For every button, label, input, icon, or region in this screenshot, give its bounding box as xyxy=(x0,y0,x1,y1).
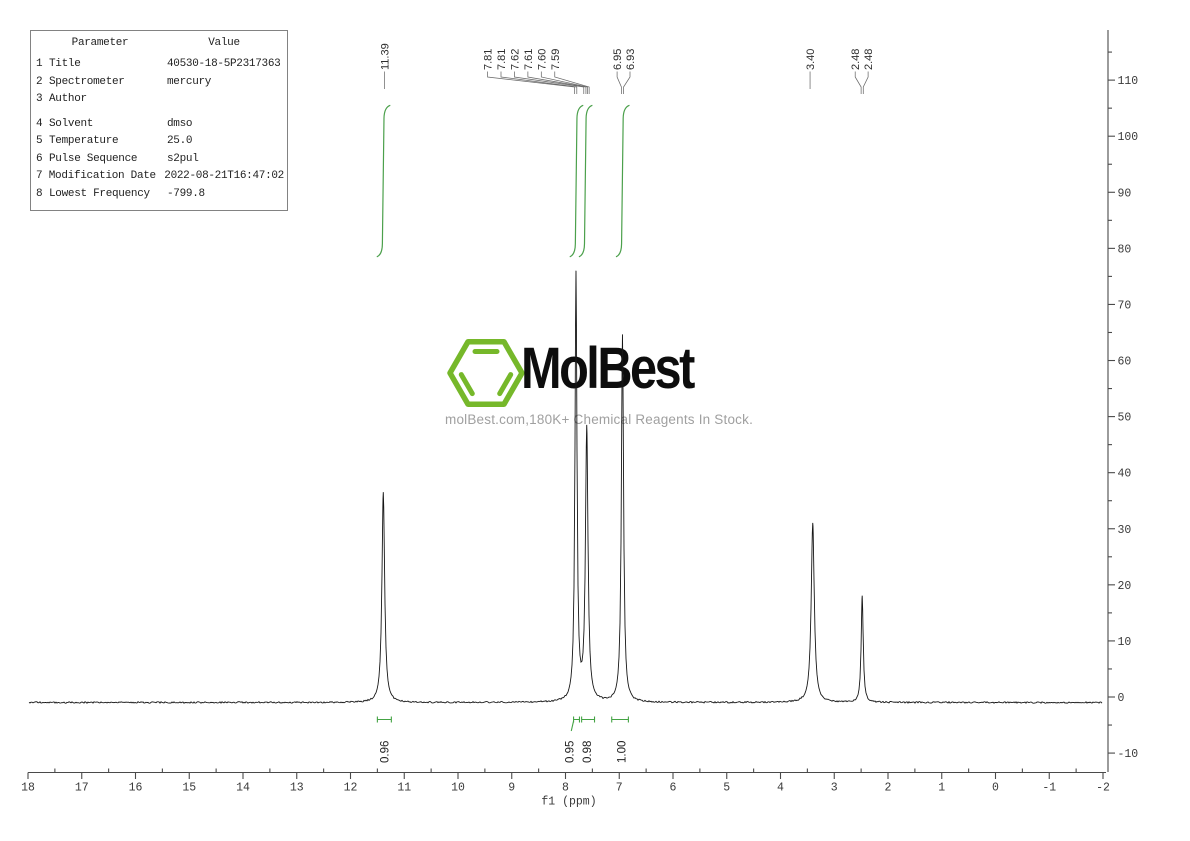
table-row: 5 Temperature 25.0 xyxy=(36,133,284,151)
parameter-table-header: Parameter Value xyxy=(36,37,284,49)
row-name: Solvent xyxy=(49,117,94,130)
table-row: 1 Title 40530-18-5P2317363 xyxy=(36,56,284,74)
svg-text:7.59: 7.59 xyxy=(550,49,562,70)
row-name: Modification Date xyxy=(48,170,156,182)
row-number: 1 xyxy=(36,58,43,70)
svg-text:110: 110 xyxy=(1118,75,1139,88)
svg-text:7.60: 7.60 xyxy=(536,49,548,70)
svg-text:20: 20 xyxy=(1118,580,1132,593)
table-row: 2 Spectrometer mercury xyxy=(36,74,284,92)
row-name: Pulse Sequence xyxy=(49,152,138,165)
svg-text:0.98: 0.98 xyxy=(582,741,594,763)
row-number: 2 xyxy=(36,75,43,88)
svg-text:12: 12 xyxy=(344,782,358,795)
table-row: 7 Modification Date 2022-08-21T16:47:02 xyxy=(36,168,284,186)
svg-text:0: 0 xyxy=(1118,692,1125,705)
svg-text:2.48: 2.48 xyxy=(850,49,862,70)
svg-text:7.81: 7.81 xyxy=(496,49,508,70)
svg-text:-1: -1 xyxy=(1042,782,1056,795)
svg-text:100: 100 xyxy=(1118,131,1139,144)
svg-text:4: 4 xyxy=(777,782,784,795)
svg-text:7: 7 xyxy=(616,782,623,795)
integral-curves xyxy=(376,104,630,258)
svg-text:90: 90 xyxy=(1118,187,1132,200)
svg-text:2.48: 2.48 xyxy=(863,49,875,70)
svg-text:-2: -2 xyxy=(1096,782,1110,795)
svg-text:3: 3 xyxy=(831,782,838,795)
svg-text:6.95: 6.95 xyxy=(612,49,624,70)
row-number: 7 xyxy=(36,170,43,182)
row-value: 25.0 xyxy=(167,135,193,147)
tagline-text: molBest.com,180K+ Chemical Reagents In S… xyxy=(445,412,754,427)
svg-text:50: 50 xyxy=(1118,412,1132,425)
svg-text:7.61: 7.61 xyxy=(523,49,535,70)
svg-text:1: 1 xyxy=(938,782,945,795)
parameter-table: Parameter Value 1 Title 40530-18-5P2317363… xyxy=(30,30,288,211)
row-value: mercury xyxy=(167,75,212,88)
svg-text:18: 18 xyxy=(21,782,35,795)
x-axis: 18 17 16 15 14 13 12 11 10 9 8 7 6 5 4 3 2 1 0 -1 -2f1 (ppm) xyxy=(21,768,1110,809)
svg-text:70: 70 xyxy=(1118,299,1132,312)
row-name: Lowest Frequency xyxy=(49,187,150,200)
header-value: Value xyxy=(208,37,240,49)
svg-text:15: 15 xyxy=(182,782,196,795)
svg-text:3.40: 3.40 xyxy=(805,49,817,70)
svg-text:6.93: 6.93 xyxy=(625,49,637,70)
row-number: 5 xyxy=(36,135,43,147)
peak-labels: 11.39 7.81 7.81 7.62 7.61 7.60 7.59 6.95 6.93 3.4… xyxy=(379,43,875,94)
svg-text:7.62: 7.62 xyxy=(509,49,521,70)
svg-text:0: 0 xyxy=(992,782,999,795)
row-number: 8 xyxy=(36,187,43,200)
svg-text:11: 11 xyxy=(397,782,411,795)
row-number: 6 xyxy=(36,152,43,165)
row-value: -799.8 xyxy=(167,187,205,200)
svg-text:1.00: 1.00 xyxy=(616,741,628,763)
integral-labels: 0.96 0.95 0.98 1.00 xyxy=(376,716,629,763)
brand-text: MolBest xyxy=(521,336,695,401)
svg-text:40: 40 xyxy=(1118,468,1132,481)
x-axis-title: f1 (ppm) xyxy=(541,796,596,809)
header-parameter: Parameter xyxy=(71,37,129,49)
svg-text:14: 14 xyxy=(236,782,250,795)
row-name: Author xyxy=(49,93,87,105)
svg-text:11.39: 11.39 xyxy=(379,43,391,70)
table-row: 6 Pulse Sequence s2pul xyxy=(36,151,284,169)
row-name: Title xyxy=(49,58,81,70)
svg-text:60: 60 xyxy=(1118,356,1132,369)
svg-text:10: 10 xyxy=(1118,636,1132,649)
svg-text:16: 16 xyxy=(129,782,143,795)
svg-text:10: 10 xyxy=(451,782,465,795)
svg-text:17: 17 xyxy=(75,782,89,795)
molbest-hexagon-icon xyxy=(447,336,525,415)
row-value: 40530-18-5P2317363 xyxy=(167,58,281,70)
svg-text:6: 6 xyxy=(670,782,677,795)
table-row: 8 Lowest Frequency -799.8 xyxy=(36,186,284,204)
row-value: dmso xyxy=(167,117,193,130)
svg-text:2: 2 xyxy=(885,782,892,795)
spectrum-trace xyxy=(28,270,1103,704)
table-row: 3 Author xyxy=(36,91,284,109)
row-value: s2pul xyxy=(167,152,199,165)
svg-text:8: 8 xyxy=(562,782,569,795)
svg-text:-10: -10 xyxy=(1118,748,1139,761)
parameter-table-rows: 1 Title 40530-18-5P2317363 2 Spectrometer mer… xyxy=(36,56,284,203)
svg-text:0.95: 0.95 xyxy=(564,741,576,763)
svg-text:7.81: 7.81 xyxy=(483,49,495,70)
table-row: 4 Solvent dmso xyxy=(36,116,284,134)
svg-text:5: 5 xyxy=(723,782,730,795)
row-number: 3 xyxy=(36,93,43,105)
svg-text:13: 13 xyxy=(290,782,304,795)
svg-text:0.96: 0.96 xyxy=(380,741,392,763)
row-name: Spectrometer xyxy=(49,75,125,88)
svg-text:30: 30 xyxy=(1118,524,1132,537)
svg-text:80: 80 xyxy=(1118,243,1132,256)
row-name: Temperature xyxy=(49,135,119,147)
row-number: 4 xyxy=(36,117,43,130)
svg-text:9: 9 xyxy=(508,782,515,795)
row-value: 2022-08-21T16:47:02 xyxy=(164,170,284,182)
